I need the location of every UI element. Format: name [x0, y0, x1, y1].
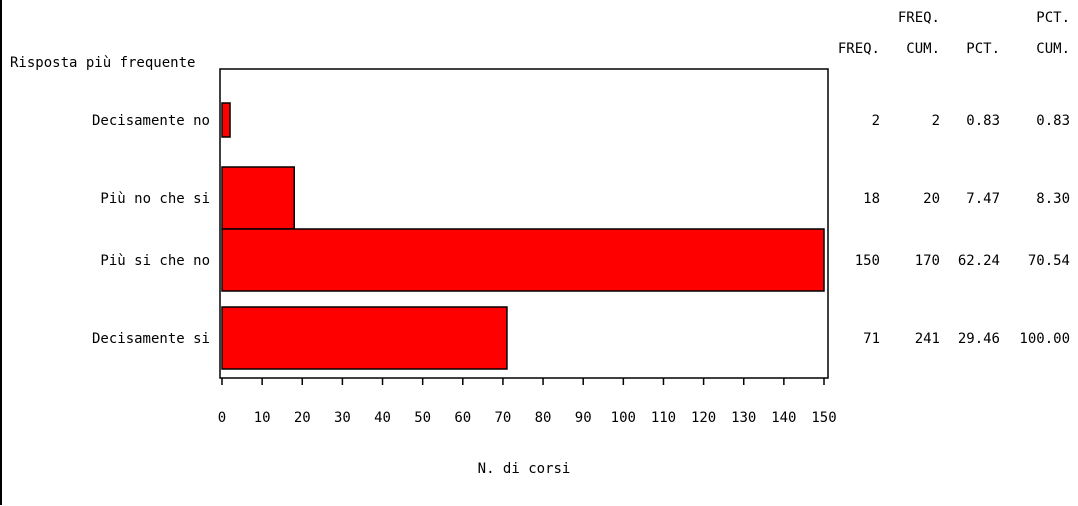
table-cell: 100.00 [1019, 331, 1070, 347]
table-cell: 20 [923, 191, 940, 207]
y-tick-label: Decisamente no [92, 113, 210, 129]
table-header: PCT. [966, 41, 1000, 57]
table-cell: 241 [915, 331, 940, 347]
table-header: CUM. [1036, 41, 1070, 57]
table-cell: 70.54 [1028, 253, 1070, 269]
table-header: FREQ. [898, 10, 940, 26]
table-header: PCT. [1036, 10, 1070, 26]
table-cell: 0.83 [1036, 113, 1070, 129]
bar-decisamente-si [221, 306, 508, 370]
x-axis-label: N. di corsi [478, 461, 571, 477]
x-tick-label: 40 [374, 410, 391, 426]
table-cell: 150 [855, 253, 880, 269]
bar-pi-si-che-no [221, 228, 825, 292]
x-tick-label: 70 [495, 410, 512, 426]
x-tick-label: 90 [575, 410, 592, 426]
x-tick-label: 20 [294, 410, 311, 426]
x-tick-label: 100 [611, 410, 636, 426]
table-cell: 0.83 [966, 113, 1000, 129]
table-cell: 71 [863, 331, 880, 347]
bar-decisamente-no [221, 102, 231, 138]
table-cell: 170 [915, 253, 940, 269]
y-tick-label: Più si che no [100, 253, 210, 269]
y-tick-label: Più no che si [100, 191, 210, 207]
x-tick-label: 50 [414, 410, 431, 426]
x-tick-label: 0 [218, 410, 226, 426]
table-cell: 2 [932, 113, 940, 129]
table-cell: 18 [863, 191, 880, 207]
table-cell: 29.46 [958, 331, 1000, 347]
table-cell: 8.30 [1036, 191, 1070, 207]
table-cell: 2 [872, 113, 880, 129]
x-tick-label: 60 [454, 410, 471, 426]
x-tick-label: 150 [811, 410, 836, 426]
bar-pi-no-che-si [221, 166, 295, 230]
x-tick-label: 80 [535, 410, 552, 426]
x-tick-label: 120 [691, 410, 716, 426]
x-tick-label: 130 [731, 410, 756, 426]
table-cell: 7.47 [966, 191, 1000, 207]
category-axis-title: Risposta più frequente [10, 55, 195, 71]
x-tick-label: 140 [771, 410, 796, 426]
plot-area [219, 68, 829, 379]
table-header: CUM. [906, 41, 940, 57]
y-tick-label: Decisamente si [92, 331, 210, 347]
x-tick-label: 110 [651, 410, 676, 426]
x-tick-label: 30 [334, 410, 351, 426]
x-tick-label: 10 [254, 410, 271, 426]
table-cell: 62.24 [958, 253, 1000, 269]
table-header: FREQ. [838, 41, 880, 57]
